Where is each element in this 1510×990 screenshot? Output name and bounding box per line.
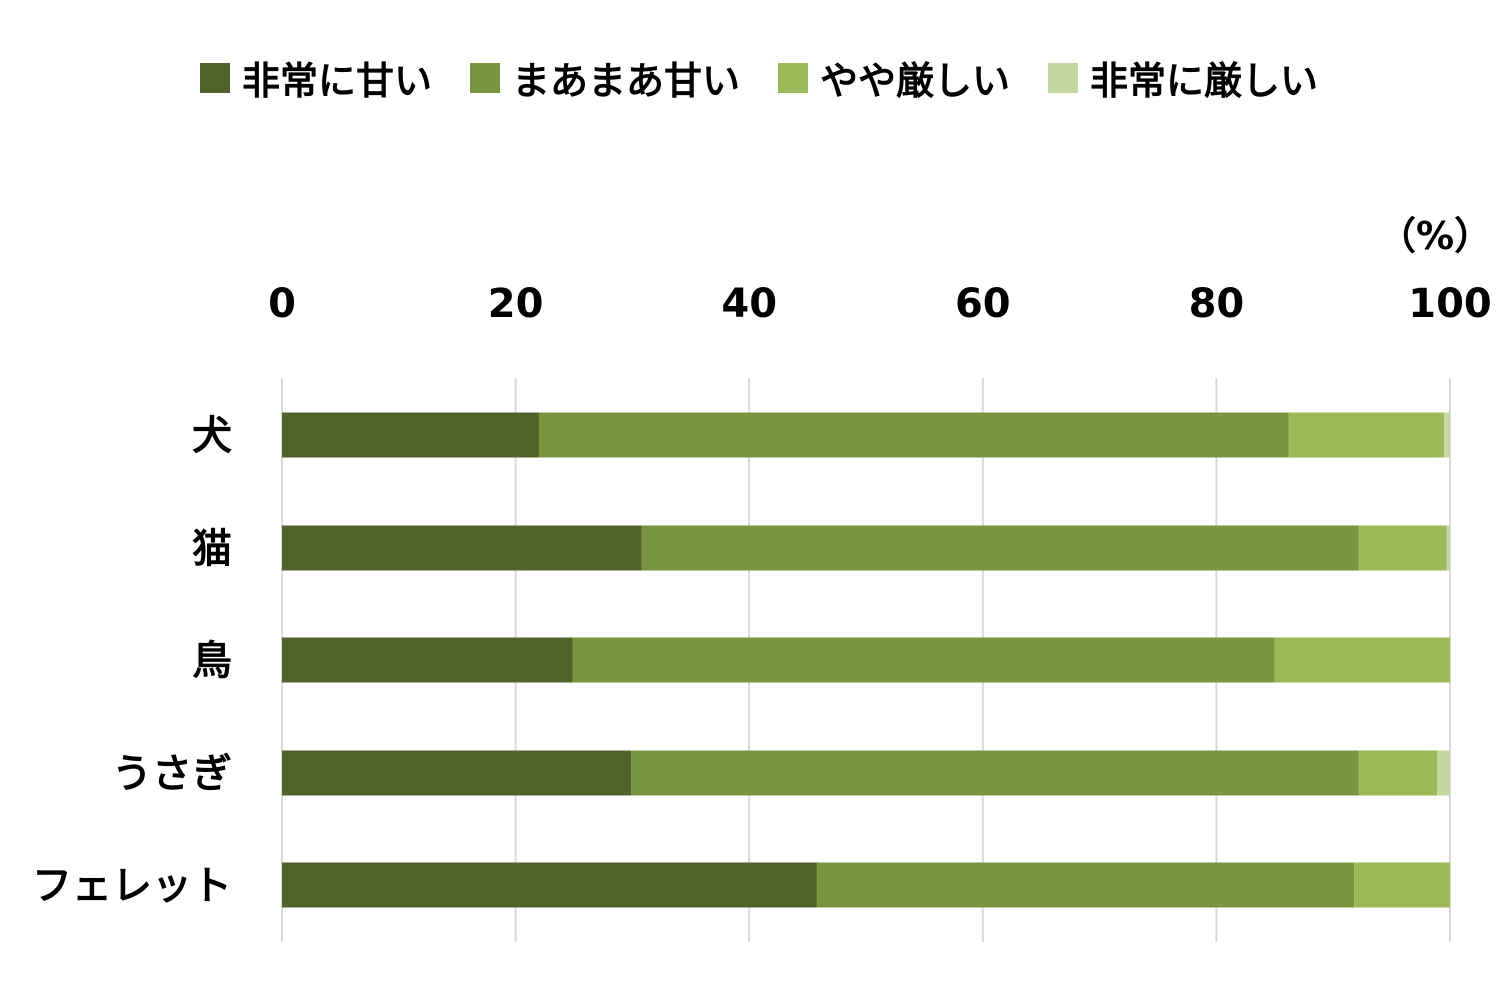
bar-segment [282, 862, 817, 908]
bar-segment [282, 412, 539, 458]
legend: 非常に甘い まあまあ甘い やや厳しい 非常に厳しい [200, 50, 1356, 105]
bar-segment [282, 750, 632, 796]
x-tick-label: 100 [1408, 281, 1492, 327]
legend-swatch [778, 62, 809, 93]
legend-item: 非常に厳しい [1048, 50, 1318, 105]
legend-label: 非常に甘い [242, 59, 433, 103]
x-tick-label: 80 [1189, 281, 1245, 327]
bar-segment [1358, 750, 1438, 796]
bar-segment [1354, 862, 1450, 908]
bar-segment [1358, 525, 1447, 571]
category-label: うさぎ [112, 751, 232, 797]
category-label: 猫 [192, 526, 232, 572]
bar-segment [572, 637, 1275, 683]
bar-segment [631, 750, 1359, 796]
bar-segment [282, 525, 642, 571]
legend-item: やや厳しい [778, 50, 1010, 105]
category-label: フェレット [32, 863, 232, 909]
legend-item: 非常に甘い [200, 50, 432, 105]
legend-label: 非常に厳しい [1090, 59, 1319, 103]
bar-segment [816, 862, 1355, 908]
bar-segment [1446, 525, 1450, 571]
category-label: 犬 [192, 413, 232, 459]
x-tick-label: 40 [721, 281, 777, 327]
legend-label: まあまあ甘い [512, 59, 741, 103]
bar-segment [282, 637, 573, 683]
bar-segment [1444, 412, 1450, 458]
bar-segment [538, 412, 1289, 458]
legend-swatch [470, 62, 501, 93]
unit-label: （%） [1378, 214, 1493, 258]
legend-swatch [1048, 62, 1079, 93]
category-label: 鳥 [192, 638, 232, 684]
x-tick-label: 60 [955, 281, 1011, 327]
bar-segment [1288, 412, 1445, 458]
x-tick-label: 20 [488, 281, 544, 327]
bar-segment [1437, 750, 1450, 796]
legend-item: まあまあ甘い [470, 50, 740, 105]
legend-swatch [200, 62, 230, 93]
bar-segment [641, 525, 1359, 571]
legend-label: やや厳しい [820, 59, 1011, 103]
x-tick-label: 0 [268, 281, 296, 327]
bar-segment [1274, 637, 1450, 683]
